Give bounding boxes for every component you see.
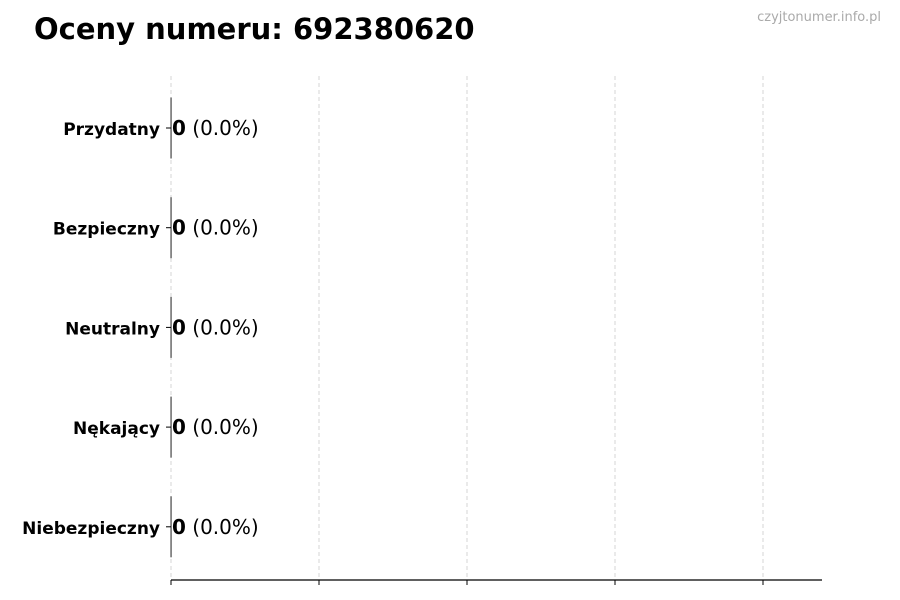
y-tick-label: Nękający [73, 419, 160, 439]
y-tick-label: Przydatny [63, 120, 160, 140]
watermark: czyjtonumer.info.pl [757, 10, 881, 25]
y-tick-label: Niebezpieczny [22, 519, 160, 539]
chart-title: Oceny numeru: 692380620 [34, 12, 475, 46]
data-label: 0 (0.0%) [172, 415, 259, 439]
data-label: 0 (0.0%) [172, 116, 259, 140]
data-label: 0 (0.0%) [172, 515, 259, 539]
y-tick-label: Bezpieczny [53, 220, 160, 240]
data-label: 0 (0.0%) [172, 216, 259, 240]
data-label: 0 (0.0%) [172, 315, 259, 339]
y-tick-label: Neutralny [65, 319, 160, 339]
